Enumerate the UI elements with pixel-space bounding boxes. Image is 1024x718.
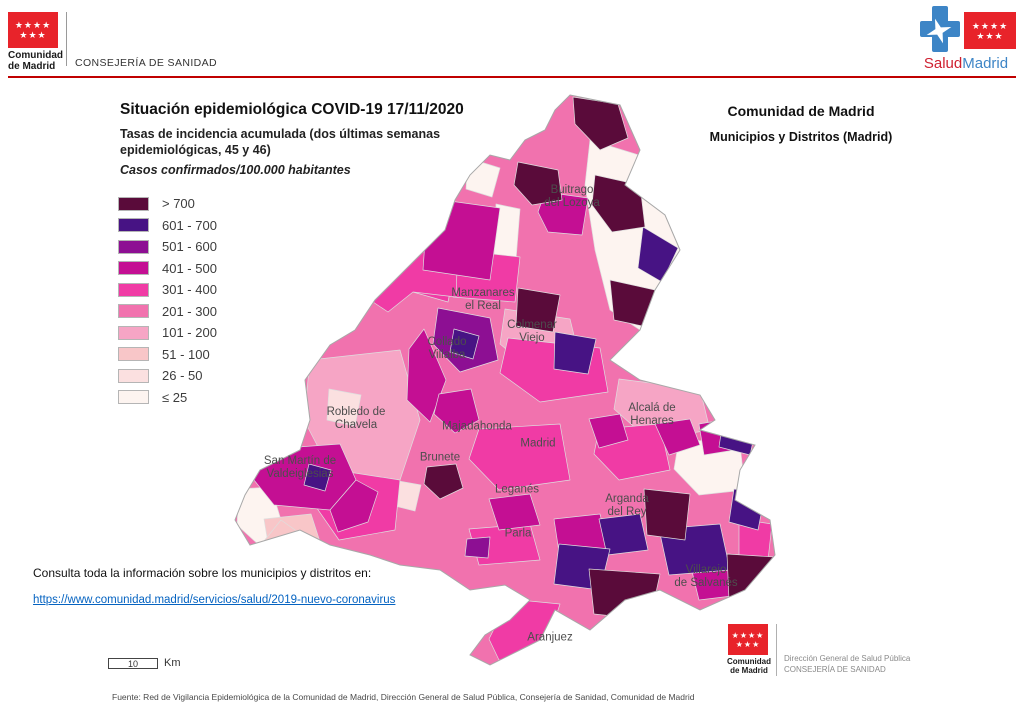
flag-stars-icon: ★★★ (976, 30, 1004, 41)
legend-row: 26 - 50 (118, 365, 217, 387)
map-label-manzanares: Manzanares el Real (451, 286, 515, 312)
legend-swatch (118, 282, 149, 297)
legend-label: ≤ 25 (162, 389, 188, 405)
map-label-parla: Parla (504, 527, 532, 540)
map-label-colmenar: Colmenar Viejo (507, 318, 557, 344)
salud-word: Salud (923, 55, 963, 72)
flag-stars-icon: ★★★ (19, 30, 47, 40)
map-label-aranjuez: Aranjuez (527, 631, 573, 644)
flag-stars-icon: ★★★★ (971, 20, 1009, 31)
legend-swatch (118, 239, 149, 254)
legend-row: 101 - 200 (118, 322, 217, 344)
map-scale-bar: 10 Km (108, 657, 181, 669)
legend-swatch (118, 347, 149, 362)
legend-row: 401 - 500 (118, 258, 217, 280)
legend-swatch (118, 196, 149, 211)
legend-label: 501 - 600 (162, 239, 217, 255)
footer-org-block: Dirección General de Salud Pública CONSE… (784, 653, 910, 675)
map-subtitle: Municipios y Distritos (Madrid) (709, 130, 893, 144)
org-line1: Dirección General de Salud Pública (784, 654, 911, 663)
map-label-majadahonda: Majadahonda (442, 420, 512, 433)
coronavirus-info-link[interactable]: https://www.comunidad.madrid/servicios/s… (33, 594, 396, 606)
rate-note: Casos confirmados/100.000 habitantes (120, 163, 351, 177)
legend-label: 201 - 300 (162, 303, 217, 319)
comunidad-madrid-flag-icon: ★★★★ ★★★ (8, 12, 58, 48)
map-label-leganes: Leganés (494, 483, 540, 496)
flag-caption-line1: Comunidad (8, 50, 63, 61)
legend-label: 51 - 100 (162, 346, 210, 362)
legend-swatch (118, 325, 149, 340)
map-label-collado: Collado Villalba (427, 335, 467, 361)
map-title-block: Comunidad de Madrid Municipios y Distrit… (688, 103, 914, 144)
header-rule (8, 76, 1016, 78)
department-name: CONSEJERÍA DE SANIDAD (75, 57, 218, 69)
flag-stars-icon: ★★★★ (14, 20, 52, 30)
header-divider (66, 12, 67, 66)
flag-stars-icon: ★★★ (735, 639, 761, 649)
footer-flag-icon: ★★★★ ★★★ (728, 624, 768, 655)
map-label-alcala: Alcalá de Henares (628, 401, 676, 427)
salud-madrid-cross-icon (920, 6, 960, 52)
choropleth-legend: > 700 601 - 700 501 - 600 401 - 500 301 … (118, 193, 217, 408)
map-cells-over-700 (423, 96, 775, 621)
flag-caption-line2: de Madrid (8, 61, 56, 72)
flag-caption: Comunidad de Madrid (8, 50, 63, 72)
map-label-madrid: Madrid (520, 437, 556, 450)
choropleth-svg (234, 94, 776, 666)
legend-label: 26 - 50 (162, 368, 203, 384)
org-line2: CONSEJERÍA DE SANIDAD (784, 665, 886, 674)
legend-row: > 700 (118, 193, 217, 215)
legend-label: > 700 (162, 196, 195, 212)
map-label-buitrago: Buitrago del Lozoya (544, 183, 600, 209)
map-label-robledo: Robledo de Chavela (326, 405, 386, 431)
map-cells-51-100 (259, 513, 322, 555)
legend-row: ≤ 25 (118, 387, 217, 409)
source-note: Fuente: Red de Vigilancia Epidemiológica… (112, 692, 695, 702)
region-outline (234, 94, 776, 666)
legend-row: 601 - 700 (118, 215, 217, 237)
legend-row: 51 - 100 (118, 344, 217, 366)
footer-flag-caption-line2: de Madrid (730, 666, 768, 675)
map-label-arganda: Arganda del Rey (605, 492, 649, 518)
legend-swatch (118, 304, 149, 319)
madrid-choropleth-map: Buitrago del Lozoya Manzanares el Real C… (228, 92, 780, 684)
footer-flag-caption-line1: Comunidad (727, 657, 771, 666)
legend-swatch (118, 218, 149, 233)
map-title: Comunidad de Madrid (727, 103, 875, 119)
scale-bar-unit: Km (164, 657, 181, 669)
info-text: Consulta toda la información sobre los m… (33, 566, 372, 580)
legend-swatch (118, 390, 149, 405)
footer-divider (776, 624, 777, 676)
legend-label: 601 - 700 (162, 217, 217, 233)
legend-swatch (118, 368, 149, 383)
salud-madrid-wordmark: SaludMadrid (912, 55, 1020, 72)
map-label-villarejo: Villarejo de Salvanés (674, 563, 738, 589)
scale-bar-box: 10 (108, 657, 158, 669)
legend-label: 301 - 400 (162, 282, 217, 298)
legend-row: 301 - 400 (118, 279, 217, 301)
legend-label: 401 - 500 (162, 260, 217, 276)
legend-row: 201 - 300 (118, 301, 217, 323)
legend-swatch (118, 261, 149, 276)
page-title: Situación epidemiológica COVID-19 17/11/… (120, 101, 464, 118)
map-label-brunete: Brunete (419, 451, 461, 464)
flag-stars-icon: ★★★★ (731, 630, 765, 640)
madrid-word: Madrid (962, 55, 1009, 72)
page-subtitle: Tasas de incidencia acumulada (dos últim… (120, 127, 441, 157)
salud-madrid-flag-icon: ★★★★ ★★★ (964, 12, 1016, 49)
footer-flag-caption: Comunidad de Madrid (726, 657, 772, 675)
legend-label: 101 - 200 (162, 325, 217, 341)
map-label-sanmartin: San Martín de Valdeiglesias (263, 454, 337, 480)
legend-row: 501 - 600 (118, 236, 217, 258)
